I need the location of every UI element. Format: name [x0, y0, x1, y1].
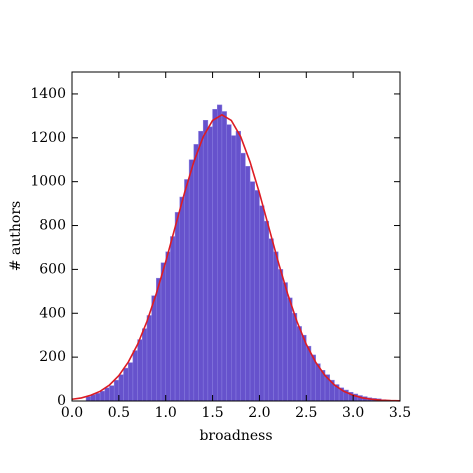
y-tick-label: 800 [39, 218, 66, 234]
bar [165, 251, 171, 402]
bar [142, 328, 148, 402]
bar [291, 313, 298, 402]
bar [296, 326, 302, 402]
bar [221, 111, 227, 402]
x-tick-label: 2.5 [295, 405, 317, 421]
bar [137, 339, 143, 402]
bar [212, 109, 218, 402]
bar [174, 212, 181, 402]
x-tick-label: 1.5 [201, 405, 223, 421]
bar [259, 205, 265, 402]
bar [99, 390, 106, 402]
bar [127, 362, 134, 402]
x-tick-label: 3.5 [389, 405, 411, 421]
x-tick-label: 3.0 [342, 405, 364, 421]
y-tick-label: 400 [39, 305, 66, 321]
bar [132, 350, 138, 402]
bar [198, 130, 204, 402]
bar [226, 124, 232, 402]
x-tick-label: 0.5 [108, 405, 130, 421]
y-tick-label: 600 [39, 261, 66, 277]
bar [202, 120, 209, 402]
bar [151, 295, 157, 402]
bar [301, 334, 307, 402]
bar [109, 385, 115, 402]
bar [207, 126, 213, 402]
y-tick-label: 200 [39, 349, 66, 365]
y-tick-label: 1000 [30, 174, 66, 190]
bar [254, 190, 260, 402]
bar [315, 363, 321, 402]
bar [268, 238, 274, 402]
bar [231, 135, 237, 402]
bar [193, 144, 199, 402]
bar [95, 393, 101, 402]
plot-frame [71, 71, 401, 402]
bar [184, 179, 190, 402]
bar [113, 379, 120, 402]
bar [273, 251, 279, 402]
x-tick-label: 1.0 [155, 405, 177, 421]
bar [287, 297, 293, 402]
bar [104, 387, 110, 402]
bar [249, 181, 255, 402]
bar [118, 374, 124, 402]
bar [156, 277, 162, 402]
bar [245, 166, 251, 402]
bar [235, 130, 241, 402]
bar [123, 367, 129, 402]
y-tick-label: 0 [57, 393, 66, 409]
bar [146, 315, 152, 402]
bar [277, 269, 284, 402]
bar [85, 396, 91, 402]
bar [188, 159, 195, 402]
bar [306, 345, 312, 402]
bar [263, 220, 270, 402]
bar [179, 196, 185, 402]
y-axis-label: # authors [8, 201, 24, 272]
x-axis-label: broadness [199, 428, 272, 444]
bar [217, 104, 223, 402]
y-tick-label: 1400 [30, 86, 66, 102]
bar [160, 262, 166, 402]
x-tick-label: 2.0 [248, 405, 270, 421]
y-tick-label: 1200 [30, 130, 66, 146]
x-tick-label: 0.0 [61, 405, 83, 421]
bar [282, 282, 288, 402]
bar [170, 236, 176, 402]
bar [240, 152, 246, 402]
fit-curve [71, 113, 401, 402]
